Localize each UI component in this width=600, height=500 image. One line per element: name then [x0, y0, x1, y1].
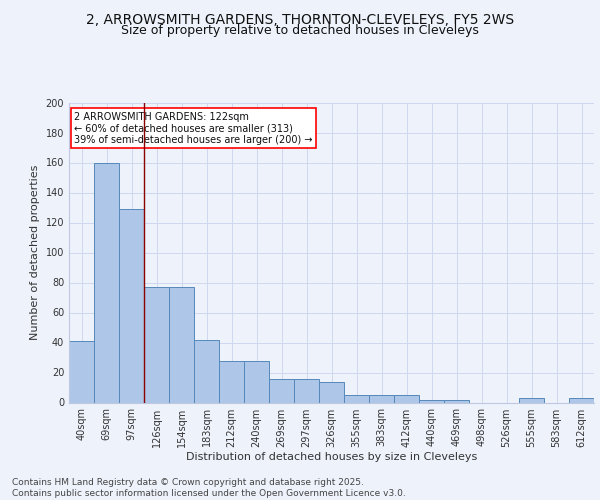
Bar — [394, 395, 419, 402]
Bar — [419, 400, 444, 402]
Bar — [344, 395, 369, 402]
Bar — [169, 287, 194, 403]
Bar — [569, 398, 594, 402]
Bar — [219, 360, 244, 403]
Bar — [519, 398, 544, 402]
Bar — [194, 340, 219, 402]
Bar — [244, 360, 269, 403]
Y-axis label: Number of detached properties: Number of detached properties — [30, 165, 40, 340]
Bar — [69, 341, 94, 402]
Bar — [444, 400, 469, 402]
Bar — [144, 287, 169, 403]
Text: 2, ARROWSMITH GARDENS, THORNTON-CLEVELEYS, FY5 2WS: 2, ARROWSMITH GARDENS, THORNTON-CLEVELEY… — [86, 12, 514, 26]
Bar — [294, 378, 319, 402]
X-axis label: Distribution of detached houses by size in Cleveleys: Distribution of detached houses by size … — [186, 452, 477, 462]
Text: 2 ARROWSMITH GARDENS: 122sqm
← 60% of detached houses are smaller (313)
39% of s: 2 ARROWSMITH GARDENS: 122sqm ← 60% of de… — [74, 112, 313, 144]
Bar — [119, 209, 144, 402]
Bar — [319, 382, 344, 402]
Text: Size of property relative to detached houses in Cleveleys: Size of property relative to detached ho… — [121, 24, 479, 37]
Bar — [369, 395, 394, 402]
Bar — [269, 378, 294, 402]
Bar — [94, 162, 119, 402]
Text: Contains HM Land Registry data © Crown copyright and database right 2025.
Contai: Contains HM Land Registry data © Crown c… — [12, 478, 406, 498]
